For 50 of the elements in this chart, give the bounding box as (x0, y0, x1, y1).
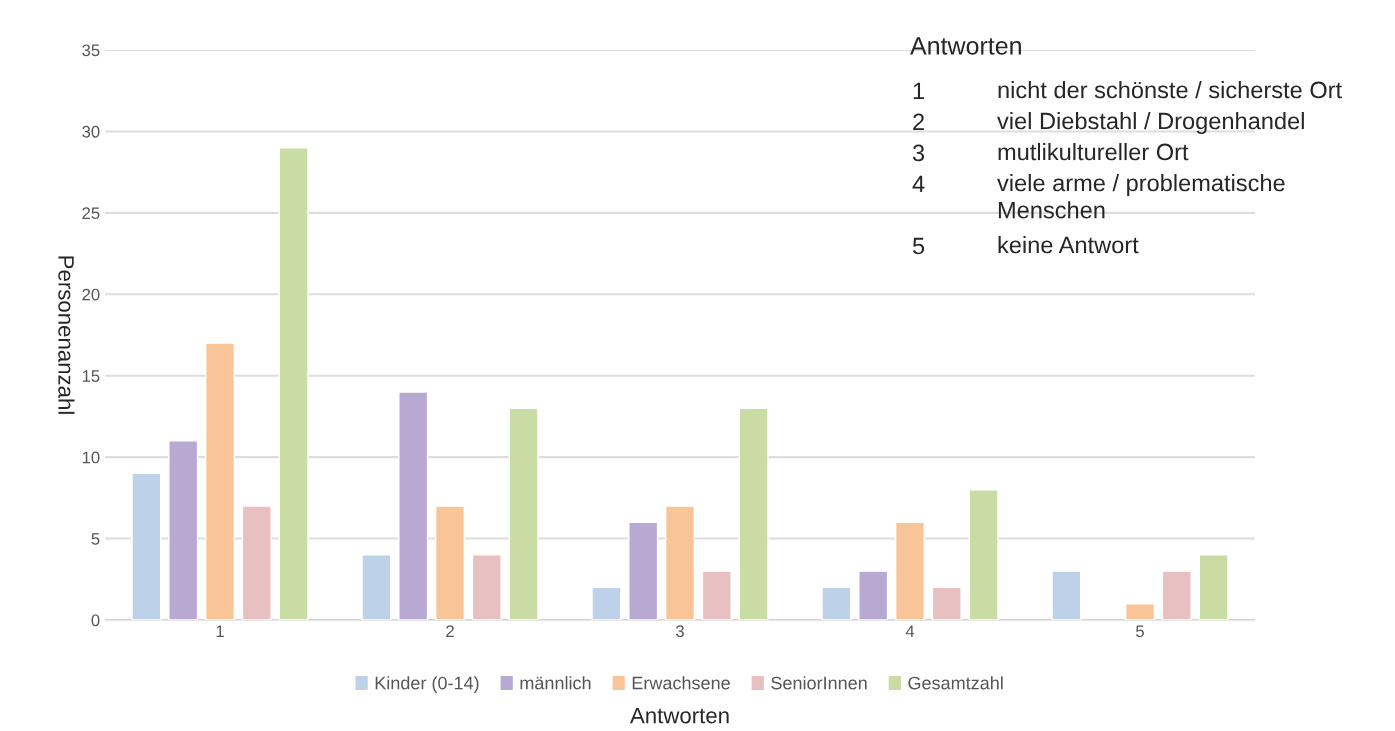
bar (1051, 570, 1082, 620)
bar (968, 489, 999, 620)
y-tick-label: 20 (82, 288, 100, 301)
bar (241, 505, 272, 620)
legend-label: SeniorInnen (771, 676, 867, 690)
y-tick-label: 0 (91, 614, 100, 627)
bar (1161, 570, 1192, 620)
annotation: Antworten (910, 37, 1021, 55)
bar (591, 586, 622, 620)
text: 2 viel Diebstahl / Drogenhandel (913, 112, 1304, 135)
bar (894, 521, 926, 620)
y-tick-label: 35 (82, 44, 100, 57)
y-tick-label: 5 (91, 533, 100, 545)
bar (204, 342, 236, 620)
bar (361, 554, 392, 620)
y-tick-label: 30 (82, 125, 100, 138)
bar (398, 391, 429, 620)
x-tick-label: 2 (446, 625, 454, 637)
bar (701, 570, 732, 620)
x-axis-title: Antworten (630, 707, 729, 724)
y-axis-title: Personenanzahl (58, 256, 75, 414)
legend-label: Gesamtzahl (908, 676, 1003, 690)
x-tick-label: 5 (1136, 625, 1144, 638)
bar (858, 570, 889, 620)
bar (931, 586, 962, 620)
bar (471, 554, 502, 620)
bar (1198, 554, 1229, 620)
bar (278, 147, 309, 620)
text: 3 mutlikultureller Ort (912, 143, 1189, 162)
legend-label: männlich (520, 676, 591, 690)
bar (1124, 603, 1156, 620)
bar (168, 440, 199, 620)
x-tick-label: 4 (905, 625, 915, 637)
text: 4 viele arme / problematische Menschen (912, 174, 1285, 219)
x-tick-label: 1 (216, 625, 224, 637)
bar (664, 505, 696, 620)
x-tick-label: 3 (676, 625, 684, 638)
bar (131, 472, 162, 620)
text: 5 keine Antwort (912, 236, 1139, 255)
y-tick-label: 10 (82, 451, 100, 464)
bar (434, 505, 466, 620)
text: 1 nicht der schönste / sicherste Ort (913, 81, 1342, 100)
legend-label: Erwachsene (632, 676, 730, 690)
y-tick-label: 15 (82, 370, 100, 382)
bar (628, 521, 659, 620)
y-tick-label: 25 (82, 207, 100, 220)
legend-label: Kinder (0-14) (375, 676, 479, 693)
bar (821, 586, 852, 620)
bar (508, 407, 539, 620)
bar (738, 407, 769, 620)
